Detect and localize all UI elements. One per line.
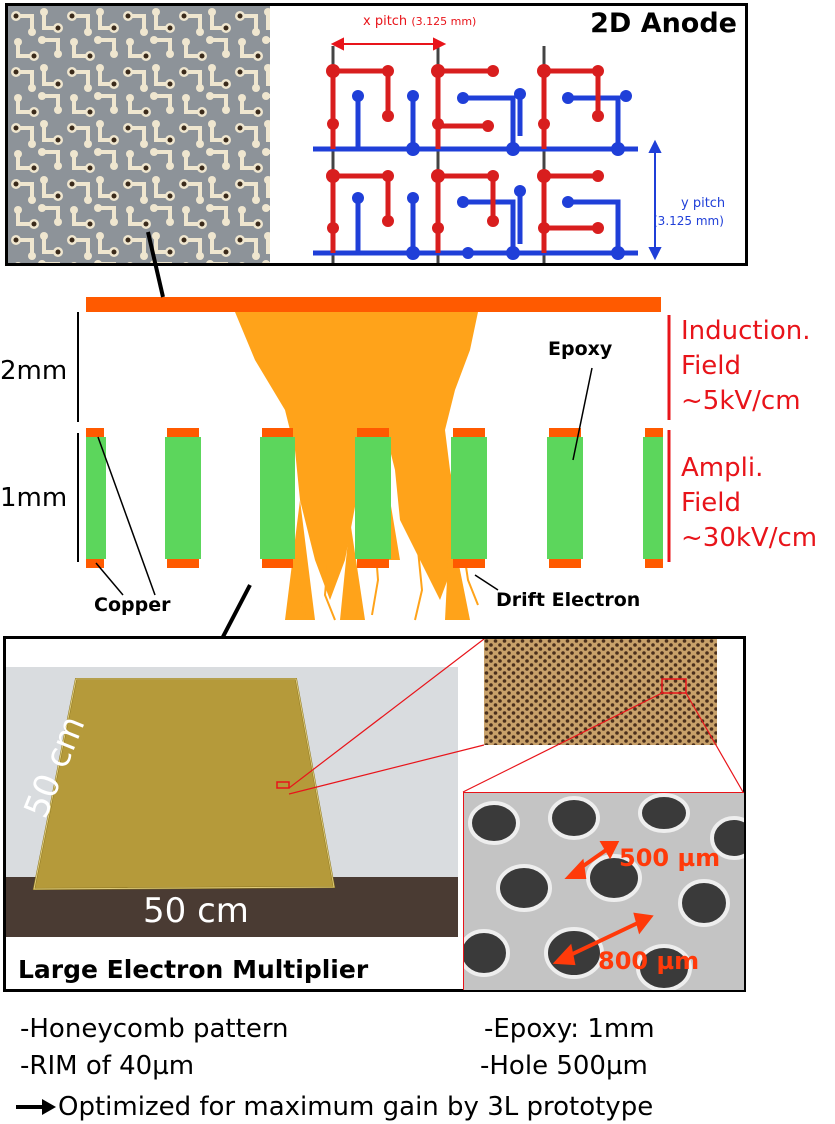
epoxy-label: Epoxy: [548, 338, 613, 360]
anode-photo-pattern: [8, 6, 270, 263]
anode-plate: [86, 297, 661, 312]
drift-electron-label: Drift Electron: [496, 589, 641, 611]
induction-line1: Induction.: [681, 316, 811, 346]
ampli-field-label: Ampli. Field ~30kV/cm: [681, 451, 817, 556]
x-pitch-text: x pitch: [363, 14, 408, 29]
induction-field-label: Induction. Field ~5kV/cm: [681, 314, 811, 419]
x-pitch-value: (3.125 mm): [411, 15, 477, 28]
hole-diameter-label: 500 µm: [619, 844, 721, 872]
gap-1mm-label: 1mm: [0, 483, 68, 513]
anode-photo: [8, 6, 270, 263]
honeycomb-zoom: [484, 639, 717, 745]
copper-label: Copper: [94, 594, 171, 616]
y-pitch-value: (3.125 mm): [653, 214, 724, 228]
ampli-line2: Field: [681, 488, 742, 518]
sem-image: [463, 792, 744, 990]
gap-2mm-label: 2mm: [0, 356, 68, 386]
cross-section-diagram: [77, 231, 671, 640]
lem-size-horizontal: 50 cm: [143, 891, 249, 931]
anode-title: 2D Anode: [590, 8, 737, 39]
lem-columns: [86, 428, 663, 568]
hole-pitch-label: 800 µm: [598, 947, 700, 975]
ampli-line1: Ampli.: [681, 453, 764, 483]
induction-line3: ~5kV/cm: [681, 386, 801, 416]
y-pitch-label: y pitch: [681, 196, 726, 211]
anode-panel: 2D Anode: [5, 3, 748, 266]
note-optimized: Optimized for maximum gain by 3L prototy…: [58, 1092, 654, 1122]
note-hole: -Hole 500µm: [480, 1051, 648, 1081]
ampli-line3: ~30kV/cm: [681, 523, 818, 553]
lem-title: Large Electron Multiplier: [18, 955, 369, 984]
lem-photo: [6, 667, 458, 937]
note-honeycomb: -Honeycomb pattern: [20, 1014, 289, 1044]
note-optimized-row: Optimized for maximum gain by 3L prototy…: [14, 1090, 653, 1124]
arrow-right-icon: [16, 1099, 56, 1115]
zoom-connectors: [288, 639, 744, 795]
lem-panel: 50 cm 50 cm Large Electron Multiplier 50…: [3, 636, 746, 992]
anode-schematic: [313, 37, 662, 263]
x-pitch-label: x pitch (3.125 mm): [363, 14, 476, 29]
induction-line2: Field: [681, 351, 742, 381]
note-epoxy: -Epoxy: 1mm: [484, 1014, 655, 1044]
note-rim: -RIM of 40µm: [20, 1051, 195, 1081]
